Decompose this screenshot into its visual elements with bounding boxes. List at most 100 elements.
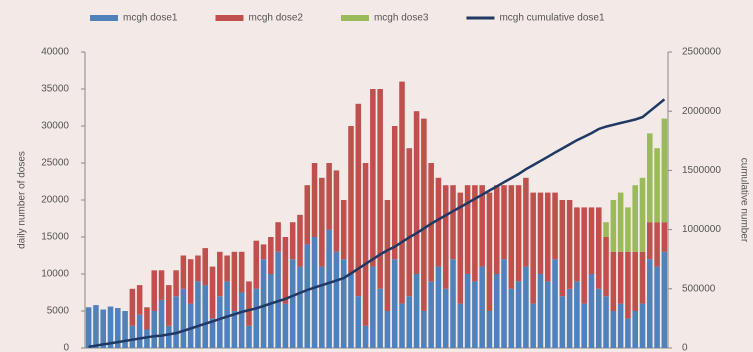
bar xyxy=(647,133,653,223)
bar xyxy=(282,303,289,348)
bar xyxy=(625,318,631,348)
bar xyxy=(151,270,158,311)
legend-swatch xyxy=(340,15,369,21)
bar xyxy=(654,148,660,223)
bar xyxy=(523,177,529,267)
bar xyxy=(166,285,172,326)
bar xyxy=(268,274,274,348)
bar xyxy=(515,185,522,282)
bar xyxy=(406,296,413,348)
bar xyxy=(566,288,573,348)
bar xyxy=(136,285,143,315)
legend-label: mcgh dose3 xyxy=(374,13,429,24)
bar xyxy=(297,266,303,348)
bar xyxy=(413,274,420,348)
bar xyxy=(486,192,493,311)
y-tick-label: 15000 xyxy=(41,232,69,243)
bar xyxy=(508,288,515,348)
bar xyxy=(574,207,580,282)
legend-label: mcgh cumulative dose1 xyxy=(499,13,604,24)
y2-tick-label: 2500000 xyxy=(682,47,721,58)
bar xyxy=(588,207,595,274)
bar xyxy=(158,299,165,348)
bar xyxy=(384,311,391,348)
bar xyxy=(144,307,150,330)
y2-tick-label: 1000000 xyxy=(682,224,721,235)
bar xyxy=(129,288,136,326)
bar xyxy=(304,185,311,245)
bar xyxy=(435,177,442,267)
bar xyxy=(610,311,617,348)
y2-tick-label: 2000000 xyxy=(682,106,721,117)
bar xyxy=(530,303,536,348)
y-axis-title: daily number of doses xyxy=(17,151,28,249)
bar xyxy=(523,266,529,348)
bar xyxy=(377,89,383,289)
legend-label: mcgh dose1 xyxy=(123,13,178,24)
bar xyxy=(384,200,391,311)
y2-tick-label: 500000 xyxy=(682,283,716,294)
bar xyxy=(187,303,194,348)
bar xyxy=(617,303,624,348)
bar xyxy=(340,259,347,348)
bar xyxy=(195,281,201,348)
bar xyxy=(479,185,485,267)
legend-swatch xyxy=(90,15,118,21)
bar xyxy=(450,259,456,348)
bar xyxy=(231,251,238,311)
bar xyxy=(180,255,187,289)
bar xyxy=(362,163,369,326)
bar xyxy=(260,244,267,260)
bar xyxy=(326,163,332,230)
bar xyxy=(647,259,653,348)
bar xyxy=(501,185,507,260)
bar xyxy=(442,288,449,348)
bar xyxy=(639,303,646,348)
bar xyxy=(515,281,522,348)
bar xyxy=(450,185,456,260)
bar xyxy=(326,229,332,348)
bar xyxy=(603,222,609,237)
bar xyxy=(595,207,602,289)
bar xyxy=(348,126,354,274)
legend-label: mcgh dose2 xyxy=(248,13,303,24)
bar xyxy=(297,214,303,267)
bar xyxy=(224,255,230,282)
bar xyxy=(122,311,128,348)
bar xyxy=(486,311,493,348)
legend-swatch xyxy=(215,15,244,21)
bar xyxy=(457,303,464,348)
bar xyxy=(537,192,544,274)
bar xyxy=(355,103,362,297)
bar xyxy=(537,274,544,348)
bar xyxy=(202,248,209,286)
y-tick-label: 20000 xyxy=(41,195,69,206)
bar xyxy=(180,288,187,348)
y-tick-label: 0 xyxy=(63,343,69,352)
bar xyxy=(625,251,631,319)
bar xyxy=(574,281,580,348)
bar xyxy=(348,274,354,348)
bar xyxy=(107,306,114,348)
bar xyxy=(617,192,624,252)
bar xyxy=(173,270,179,297)
bar xyxy=(530,192,536,304)
bar xyxy=(493,274,500,348)
bar xyxy=(151,311,158,348)
bar xyxy=(253,240,260,289)
bar xyxy=(399,303,405,348)
bar xyxy=(304,244,311,348)
bar xyxy=(319,266,325,348)
bar xyxy=(610,200,617,252)
bar xyxy=(355,296,362,348)
bar xyxy=(311,163,318,237)
bar xyxy=(428,163,434,282)
y-tick-label: 5000 xyxy=(47,306,70,317)
bar xyxy=(654,222,660,267)
bar xyxy=(391,126,398,260)
bar xyxy=(639,177,646,252)
bar xyxy=(209,266,216,319)
bar xyxy=(311,237,318,348)
bar xyxy=(224,281,230,348)
